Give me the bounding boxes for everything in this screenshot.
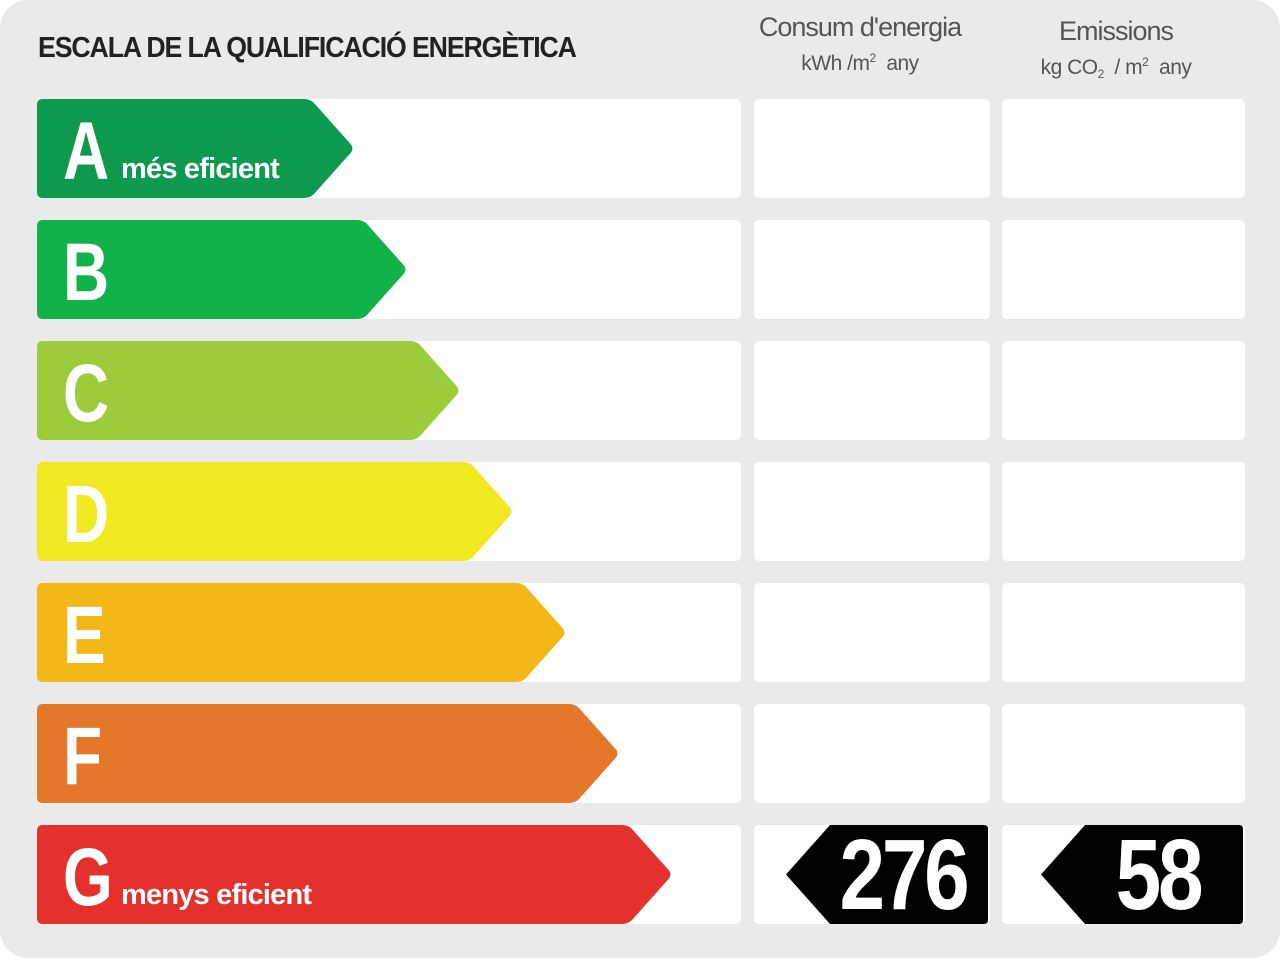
class-sublabel-a: més eficient bbox=[121, 153, 280, 185]
emissions-cell-d bbox=[1002, 462, 1245, 561]
arrow-shape-c bbox=[37, 341, 459, 440]
arrow-fill-e bbox=[37, 583, 565, 682]
emissions-title: Emissions bbox=[1058, 16, 1174, 46]
arrow-shape-f bbox=[37, 704, 618, 803]
emissions-value-tag-shape bbox=[1041, 825, 1243, 924]
class-sublabel-g: menys eficient bbox=[121, 879, 312, 911]
consumption-cell-f bbox=[754, 704, 990, 803]
arrow-fill-d bbox=[37, 462, 512, 561]
arrow-fill-b bbox=[37, 220, 406, 319]
class-letter-f: F bbox=[63, 711, 103, 802]
emissions-cell-e bbox=[1002, 583, 1245, 682]
consumption-cell-b bbox=[754, 220, 990, 319]
page-title: ESCALA DE LA QUALIFICACIÓ ENERGÈTICA bbox=[38, 32, 577, 64]
class-letter-b: B bbox=[63, 227, 110, 318]
consumption-cell-a bbox=[754, 99, 990, 198]
arrow-fill-g bbox=[37, 825, 671, 924]
arrow-fill-f bbox=[37, 704, 618, 803]
arrow-fill-c bbox=[37, 341, 459, 440]
arrow-shape-a bbox=[37, 99, 353, 198]
arrow-shape-d bbox=[37, 462, 512, 561]
class-letter-g: G bbox=[63, 832, 113, 923]
emissions-column-header: Emissions kg CO2 / m2 any bbox=[1002, 16, 1230, 81]
consumption-title: Consum d'energia bbox=[758, 12, 962, 42]
rating-arrow-e: E bbox=[37, 583, 566, 682]
consumption-column-header: Consum d'energia kWh /m2 any bbox=[752, 12, 968, 76]
emissions-cell-c bbox=[1002, 341, 1245, 440]
class-letter-e: E bbox=[63, 590, 106, 681]
emissions-cell-f bbox=[1002, 704, 1245, 803]
emissions-unit: kg CO2 / m2 any bbox=[1040, 55, 1192, 81]
class-letter-d: D bbox=[63, 469, 110, 560]
rating-arrow-b: B bbox=[37, 220, 407, 319]
arrow-shape-g bbox=[37, 825, 671, 924]
emissions-cell-a bbox=[1002, 99, 1245, 198]
emissions-value: 58 bbox=[1115, 819, 1204, 931]
consumption-value-tag-shape bbox=[786, 825, 988, 924]
emissions-value-tag-fill bbox=[1041, 825, 1243, 924]
rating-arrow-c: C bbox=[37, 341, 460, 440]
consumption-cell-d bbox=[754, 462, 990, 561]
arrow-fill-a bbox=[37, 99, 353, 198]
arrow-shape-e bbox=[37, 583, 565, 682]
rating-arrow-d: D bbox=[37, 462, 513, 561]
class-letter-a: A bbox=[63, 106, 110, 197]
class-letter-c: C bbox=[63, 348, 110, 439]
consumption-cell-c bbox=[754, 341, 990, 440]
consumption-value-tag: 276 bbox=[786, 819, 988, 931]
emissions-cell-b bbox=[1002, 220, 1245, 319]
arrow-shape-b bbox=[37, 220, 406, 319]
consumption-value-tag-fill bbox=[786, 825, 988, 924]
consumption-cell-e bbox=[754, 583, 990, 682]
emissions-value-tag: 58 bbox=[1041, 819, 1243, 931]
rating-arrow-f: F bbox=[37, 704, 619, 803]
consumption-value: 276 bbox=[839, 819, 970, 931]
consumption-unit: kWh /m2 any bbox=[801, 51, 919, 75]
